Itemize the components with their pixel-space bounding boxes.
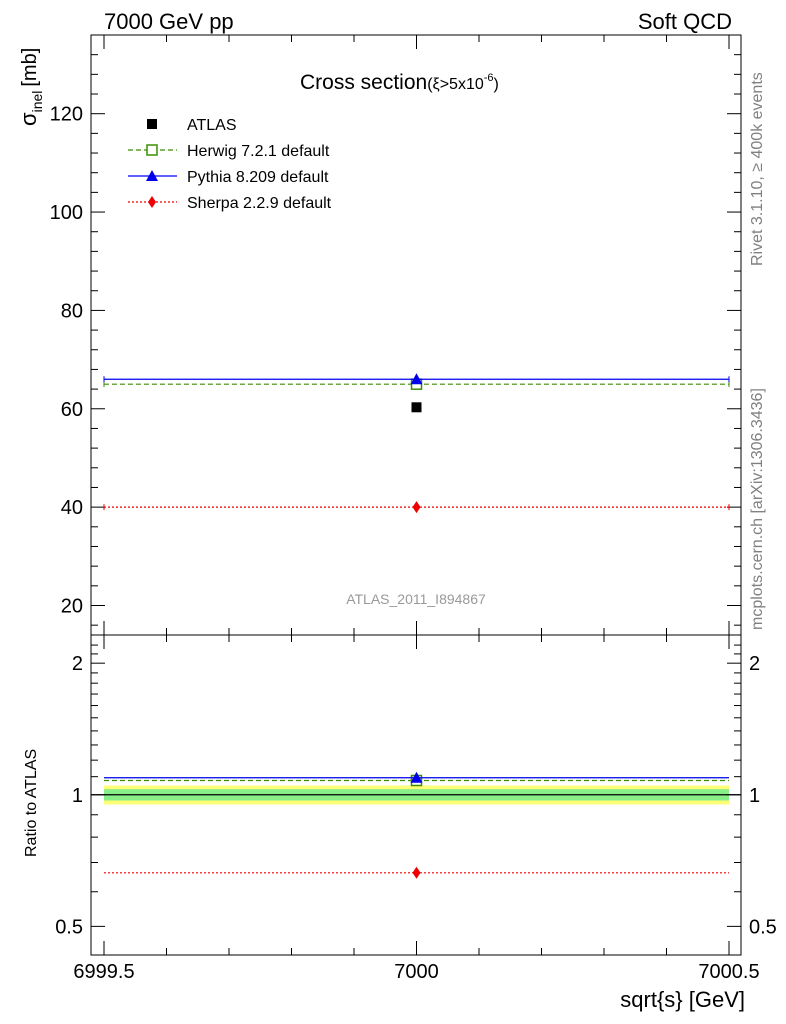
mcplots-label: mcplots.cern.ch [arXiv:1306.3436] <box>749 388 766 630</box>
y-label-unit: [mb] <box>19 48 41 87</box>
legend: ATLAS Herwig 7.2.1 default Pythia 8.209 de… <box>128 117 332 212</box>
x-tick-label: 7000 <box>394 961 439 983</box>
y-tick-label: 120 <box>50 104 83 126</box>
data-point <box>410 373 423 385</box>
ratio-tick-label-left: 1 <box>72 785 83 807</box>
ratio-tick-label-right: 2 <box>749 653 760 675</box>
legend-marker <box>146 170 158 181</box>
analysis-label: ATLAS_2011_I894867 <box>346 591 486 607</box>
data-point <box>411 402 422 413</box>
legend-entry: ATLAS <box>187 117 237 134</box>
ratio-data-point <box>412 866 421 879</box>
main-title-condition: (ξ>5x10 <box>427 76 484 93</box>
header-beam-label: 7000 GeV pp <box>104 9 234 34</box>
ratio-y-axis-label: Ratio to ATLAS <box>23 749 40 857</box>
ratio-data-point <box>410 771 423 783</box>
main-series <box>103 373 730 514</box>
legend-marker <box>147 119 157 129</box>
y-tick-label: 60 <box>61 399 83 421</box>
x-tick-label: 7000.5 <box>698 961 759 983</box>
ratio-y-ticks: 0.5 0.5 1 1 2 2 <box>55 644 777 938</box>
ratio-tick-label-left: 0.5 <box>55 916 83 938</box>
x-axis-ticks: 6999.5 7000 7000.5 <box>73 35 760 983</box>
y-label-sigma: σ <box>16 112 41 126</box>
y-tick-label: 40 <box>61 497 83 519</box>
ratio-series <box>104 771 729 879</box>
x-axis-label: sqrt{s} [GeV] <box>620 987 745 1012</box>
main-title-close: ) <box>494 76 499 93</box>
main-panel: 20 40 60 80 100 120 Cross section(ξ>5x10-6) σ… <box>16 34 742 636</box>
header-process-label: Soft QCD <box>638 9 732 34</box>
y-label-subscript: inel <box>29 91 45 113</box>
ratio-tick-label-left: 2 <box>72 653 83 675</box>
ratio-tick-label-right: 0.5 <box>749 916 777 938</box>
reference-band <box>91 785 741 805</box>
y-tick-label: 100 <box>50 202 83 224</box>
legend-entry: Pythia 8.209 default <box>187 169 329 186</box>
ratio-panel: 0.5 0.5 1 1 2 2 6999.5 7000 7000.5 Ratio to ATL… <box>23 35 777 1012</box>
y-tick-label: 20 <box>61 595 83 617</box>
data-point <box>412 501 421 514</box>
main-title-exponent: -6 <box>484 72 494 84</box>
main-title: Cross section(ξ>5x10-6) <box>300 71 499 94</box>
main-y-ticks: 20 40 60 80 100 120 <box>50 34 741 626</box>
y-tick-label: 80 <box>61 300 83 322</box>
main-title-text: Cross section <box>300 71 427 94</box>
main-y-axis-label: σinel [mb] <box>16 48 45 126</box>
legend-marker <box>148 196 156 208</box>
legend-marker <box>146 144 158 156</box>
ratio-tick-label-right: 1 <box>749 785 760 807</box>
rivet-label: Rivet 3.1.10, ≥ 400k events <box>749 72 766 266</box>
x-tick-label: 6999.5 <box>73 961 134 983</box>
legend-entry: Sherpa 2.2.9 default <box>187 195 332 212</box>
legend-entry: Herwig 7.2.1 default <box>187 143 330 160</box>
